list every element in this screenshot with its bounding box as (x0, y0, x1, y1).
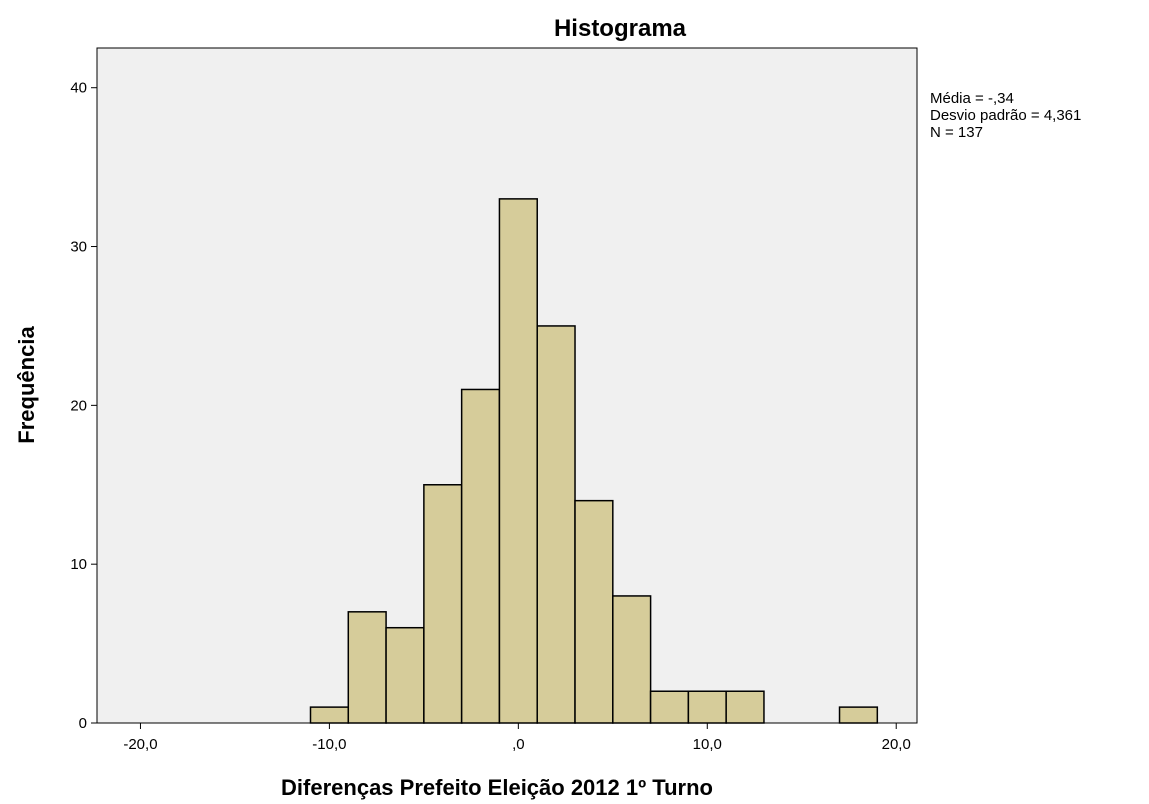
x-tick-label: 20,0 (882, 736, 911, 753)
x-tick-label: -20,0 (123, 736, 157, 753)
histogram-bar (574, 499, 614, 724)
x-axis: -20,0 -10,0 ,0 10,0 20,0 (123, 723, 911, 753)
histogram-bar (725, 690, 765, 724)
x-axis-label: Diferenças Prefeito Eleição 2012 1º Turn… (281, 775, 713, 800)
histogram-bars (309, 198, 879, 724)
y-axis-label: Frequência (14, 326, 39, 444)
histogram-bar (536, 325, 576, 724)
stats-box: Média = -,34 Desvio padrão = 4,361 N = 1… (930, 90, 1081, 141)
histogram-bar (460, 388, 501, 724)
y-axis: 0 10 20 30 40 (70, 80, 97, 732)
histogram-bar (423, 484, 463, 724)
histogram-bar (309, 706, 350, 724)
x-tick-label: 10,0 (693, 736, 722, 753)
y-tick-label: 10 (70, 556, 87, 573)
histogram-bar (347, 611, 387, 724)
histogram-bar (498, 198, 538, 724)
x-tick-label: -10,0 (312, 736, 346, 753)
y-tick-label: 20 (70, 397, 87, 414)
stats-mean: Média = -,34 (930, 90, 1014, 107)
y-tick-label: 40 (70, 80, 87, 97)
y-tick-label: 30 (70, 239, 87, 256)
histogram-bar (612, 595, 652, 724)
stats-std: Desvio padrão = 4,361 (930, 107, 1081, 124)
stats-n: N = 137 (930, 124, 983, 141)
histogram-bar (385, 626, 425, 724)
histogram-bar (687, 690, 727, 724)
y-tick-label: 0 (79, 715, 87, 732)
x-tick-label: ,0 (512, 736, 525, 753)
histogram-bar (838, 706, 879, 724)
chart-title: Histograma (554, 15, 687, 42)
histogram-bar (649, 690, 690, 724)
